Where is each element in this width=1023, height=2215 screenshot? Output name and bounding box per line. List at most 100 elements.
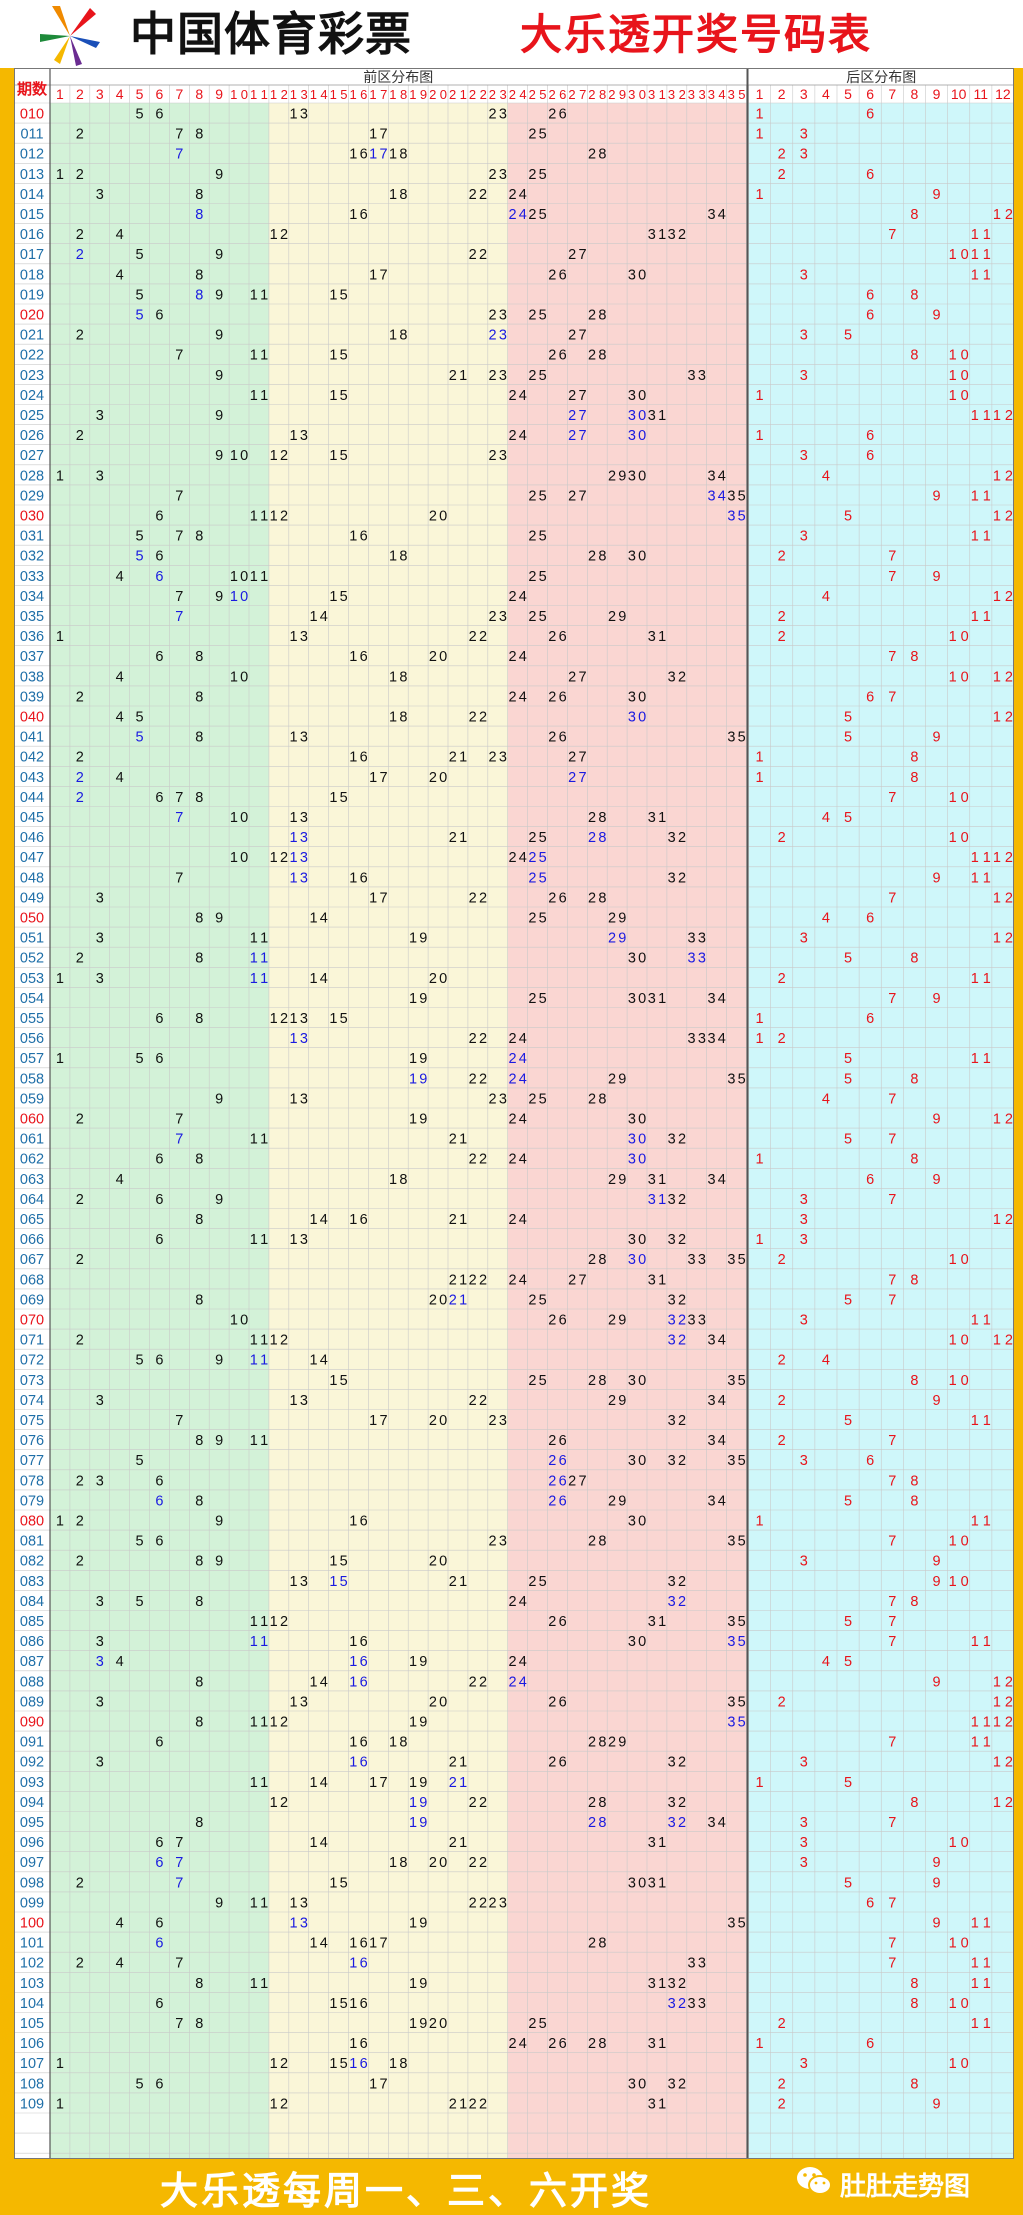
front-number: 7 [175,529,183,545]
front-number: 3 [96,931,104,947]
front-number: 8 [195,1433,203,1449]
back-number: 9 [933,991,941,1007]
front-number: 9 [215,589,223,605]
front-number: 9 [215,1192,223,1208]
front-number: 6 [155,1353,163,1369]
back-number: 5 [844,328,852,344]
period-label: 034 [20,589,44,605]
back-number: 7 [888,1091,896,1107]
back-number: 2 [778,1252,786,1268]
back-column-header: 2 [778,86,786,102]
period-label: 050 [20,911,44,927]
back-number: 9 [933,488,941,504]
front-number: 8 [195,649,203,665]
front-number: 8 [195,529,203,545]
back-number: 5 [844,1875,852,1891]
period-label: 079 [20,1493,44,1509]
period-label: 067 [20,1252,44,1268]
front-number: 8 [195,1292,203,1308]
back-number: 6 [866,1895,874,1911]
back-number: 6 [866,1011,874,1027]
front-number: 1 [56,1051,64,1067]
back-number: 1 [756,1232,764,1248]
period-column-header: 期数 [17,80,48,98]
front-number: 5 [136,287,144,303]
front-number: 6 [155,1192,163,1208]
back-number: 1 [756,1011,764,1027]
back-number: 8 [910,1594,918,1610]
front-number: 8 [195,1152,203,1168]
front-number: 3 [96,187,104,203]
front-number: 7 [175,1875,183,1891]
period-label: 061 [20,1132,44,1148]
period-label: 011 [20,127,43,143]
front-column-header: 8 [195,86,203,102]
front-number: 3 [96,1634,104,1650]
front-number: 3 [96,890,104,906]
back-column-header: 3 [800,86,808,102]
back-number: 6 [866,2036,874,2052]
back-number: 1 [756,750,764,766]
back-number: 6 [866,107,874,123]
front-column-header: 3 [96,86,104,102]
front-column-header: 2 [76,86,84,102]
period-label: 033 [20,569,44,585]
front-number: 8 [195,790,203,806]
back-number: 9 [933,1554,941,1570]
back-number: 6 [866,287,874,303]
back-number: 3 [800,1453,808,1469]
front-number: 5 [136,549,144,565]
period-label: 018 [20,267,44,283]
front-number: 4 [116,267,124,283]
back-number: 9 [933,569,941,585]
back-number: 5 [844,710,852,726]
period-label: 088 [20,1674,44,1690]
front-number: 2 [76,1112,84,1128]
front-zone-title: 前区分布图 [363,69,433,85]
front-number: 4 [116,569,124,585]
back-number: 5 [844,951,852,967]
front-number: 7 [175,1855,183,1871]
front-number: 7 [175,1835,183,1851]
back-number: 8 [910,951,918,967]
front-number: 7 [175,1956,183,1972]
back-number: 5 [844,730,852,746]
back-number: 1 [756,388,764,404]
front-number: 9 [215,911,223,927]
back-number: 2 [778,2096,786,2112]
period-label: 013 [20,167,44,183]
period-label: 089 [20,1694,44,1710]
front-number: 8 [195,1674,203,1690]
period-label: 097 [20,1855,44,1871]
back-number: 3 [800,1554,808,1570]
front-number: 6 [155,1996,163,2012]
back-number: 3 [800,1313,808,1329]
back-number: 8 [910,1373,918,1389]
front-number: 9 [215,247,223,263]
front-number: 6 [155,2076,163,2092]
back-number: 5 [844,1775,852,1791]
back-number: 7 [888,1634,896,1650]
period-label: 085 [20,1614,44,1630]
back-column-header: 5 [844,86,852,102]
back-number: 3 [800,1192,808,1208]
front-number: 5 [136,710,144,726]
period-label: 103 [20,1976,44,1992]
period-label: 014 [20,187,44,203]
front-number: 9 [215,1433,223,1449]
front-number: 2 [76,1192,84,1208]
back-number: 6 [866,689,874,705]
period-label: 049 [20,890,44,906]
front-number: 2 [76,1333,84,1349]
back-number: 7 [888,1473,896,1489]
period-label: 081 [20,1534,44,1550]
front-number: 7 [175,870,183,886]
front-number: 8 [195,287,203,303]
back-number: 5 [844,1051,852,1067]
period-label: 024 [20,388,44,404]
front-number: 2 [76,1956,84,1972]
front-number: 2 [76,328,84,344]
back-number: 3 [800,1755,808,1771]
back-number: 3 [800,267,808,283]
front-number: 2 [76,1875,84,1891]
